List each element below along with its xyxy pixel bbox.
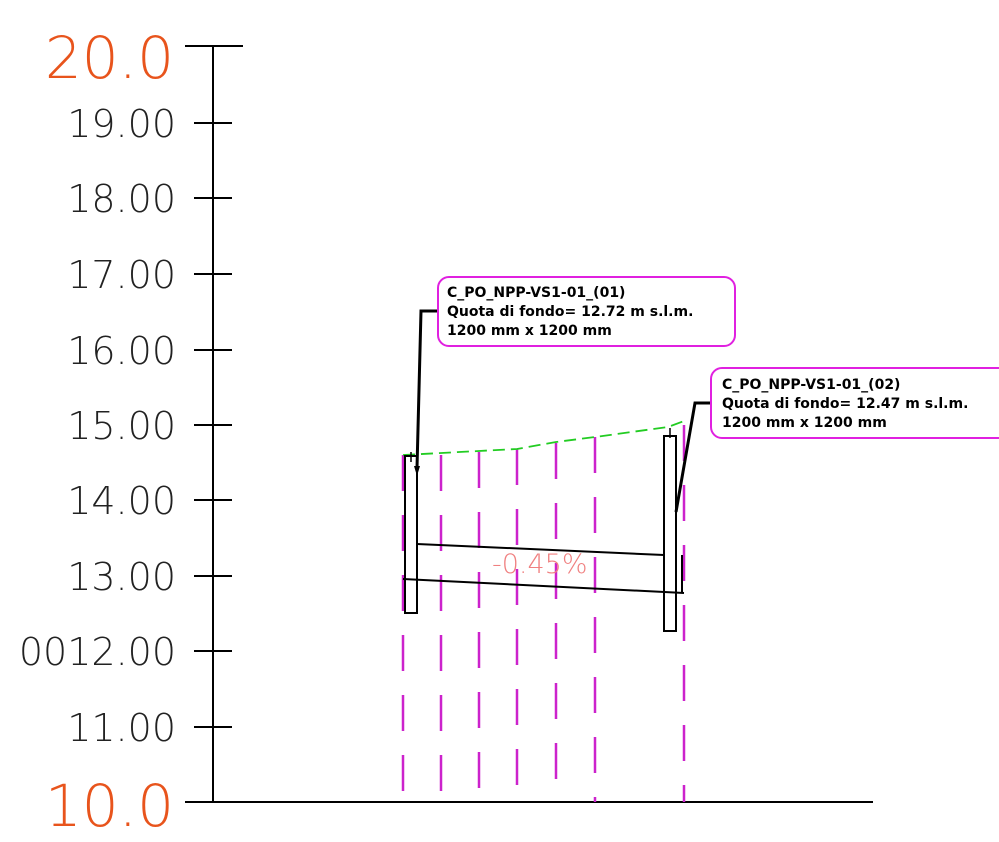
pipe-invert-line: [402, 578, 685, 594]
callout-02-size: 1200 mm x 1200 mm: [722, 415, 887, 431]
leader-arrow-01: [414, 466, 420, 476]
callout-01-bottom-elevation: Quota di fondo= 12.72 m s.l.m.: [447, 304, 693, 320]
pipe-slope-label: -0.45%: [492, 549, 588, 580]
callout-02-bottom-elevation: Quota di fondo= 12.47 m s.l.m.: [722, 396, 968, 412]
callout-01-size: 1200 mm x 1200 mm: [447, 323, 612, 339]
callout-02-id: C_PO_NPP-VS1-01_(02): [722, 377, 900, 393]
leader-line-02: [674, 401, 711, 513]
axis-label-18: 18.00: [67, 177, 176, 221]
axis-label-top: 20.0: [45, 24, 174, 92]
axis-label-15: 15.00: [67, 404, 176, 448]
manhole-02: [663, 435, 677, 632]
section-lines: [401, 425, 686, 802]
callout-box-01: [437, 276, 736, 347]
callout-box-02: [710, 367, 999, 439]
axis-label-16: 16.00: [67, 329, 176, 373]
ground-surface-line: [402, 420, 685, 456]
axis-label-12: 0012.00: [19, 630, 176, 674]
manhole-01: [404, 455, 418, 614]
axis-label-13: 13.00: [67, 555, 176, 599]
callout-01-id: C_PO_NPP-VS1-01_(01): [447, 285, 625, 301]
pipe-crown-line: [416, 543, 665, 556]
axis-label-11: 11.00: [67, 706, 176, 750]
leader-line-01: [415, 309, 438, 469]
axis-ticks: [194, 122, 232, 728]
axis-label-bottom: 10.0: [45, 772, 174, 840]
axis-label-17: 17.00: [67, 253, 176, 297]
axis-label-14: 14.00: [67, 479, 176, 523]
axis-label-19: 19.00: [67, 102, 176, 146]
